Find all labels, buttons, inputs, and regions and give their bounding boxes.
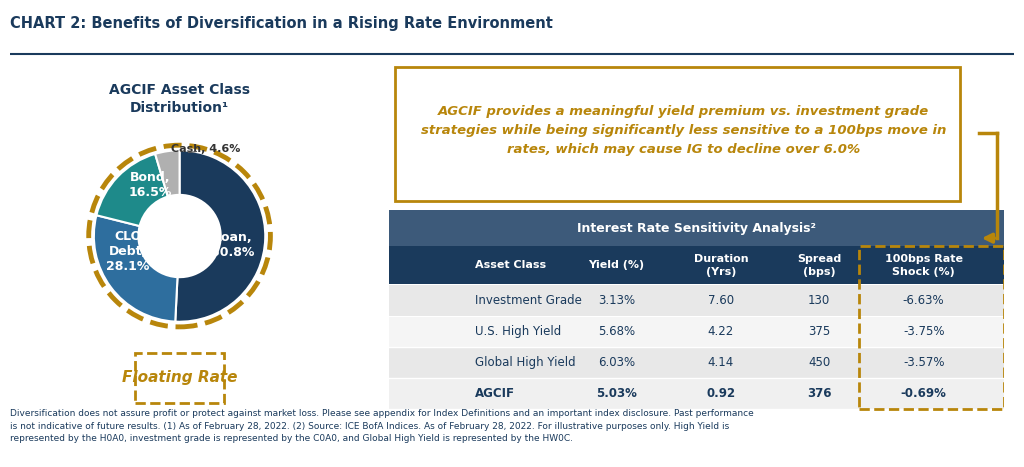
FancyBboxPatch shape [389, 317, 1004, 347]
Text: -3.75%: -3.75% [903, 325, 944, 338]
Text: -3.57%: -3.57% [903, 356, 944, 369]
Text: 375: 375 [808, 325, 830, 338]
Text: Yield (%): Yield (%) [589, 261, 644, 270]
FancyBboxPatch shape [389, 348, 1004, 378]
Text: 5.03%: 5.03% [596, 388, 637, 400]
FancyBboxPatch shape [389, 246, 1004, 284]
Text: Floating Rate: Floating Rate [122, 370, 238, 385]
FancyBboxPatch shape [389, 210, 1004, 246]
Text: 100bps Rate
Shock (%): 100bps Rate Shock (%) [885, 254, 963, 276]
Text: 5.68%: 5.68% [598, 325, 635, 338]
Text: AGCIF provides a meaningful yield premium vs. investment grade
strategies while : AGCIF provides a meaningful yield premiu… [421, 105, 946, 156]
Text: Bond,
16.5%: Bond, 16.5% [129, 170, 172, 198]
Text: Asset Class: Asset Class [475, 261, 546, 270]
Text: 4.14: 4.14 [708, 356, 734, 369]
Text: Interest Rate Sensitivity Analysis²: Interest Rate Sensitivity Analysis² [577, 222, 816, 235]
Text: Investment Grade: Investment Grade [475, 294, 582, 307]
Text: Cash, 4.6%: Cash, 4.6% [171, 144, 240, 155]
FancyBboxPatch shape [389, 379, 1004, 409]
FancyBboxPatch shape [395, 66, 961, 201]
Wedge shape [175, 150, 265, 322]
Text: 4.22: 4.22 [708, 325, 734, 338]
Text: Loan,
50.8%: Loan, 50.8% [211, 231, 254, 259]
Text: CLO
Debt,
28.1%: CLO Debt, 28.1% [106, 230, 150, 273]
Text: 7.60: 7.60 [708, 294, 734, 307]
Text: U.S. High Yield: U.S. High Yield [475, 325, 561, 338]
Text: Duration
(Yrs): Duration (Yrs) [693, 254, 749, 276]
Text: -0.69%: -0.69% [901, 388, 946, 400]
Text: 0.92: 0.92 [707, 388, 735, 400]
Text: -6.63%: -6.63% [903, 294, 944, 307]
Wedge shape [155, 150, 179, 197]
Text: Global High Yield: Global High Yield [475, 356, 575, 369]
Text: Spread
(bps): Spread (bps) [797, 254, 842, 276]
Text: 376: 376 [807, 388, 831, 400]
Text: 6.03%: 6.03% [598, 356, 635, 369]
Text: 450: 450 [808, 356, 830, 369]
Text: AGCIF: AGCIF [475, 388, 515, 400]
Text: 3.13%: 3.13% [598, 294, 635, 307]
Text: CHART 2: Benefits of Diversification in a Rising Rate Environment: CHART 2: Benefits of Diversification in … [10, 16, 553, 31]
Text: 130: 130 [808, 294, 830, 307]
FancyBboxPatch shape [389, 285, 1004, 316]
Text: Diversification does not assure profit or protect against market loss. Please se: Diversification does not assure profit o… [10, 409, 754, 443]
Text: AGCIF Asset Class
Distribution¹: AGCIF Asset Class Distribution¹ [110, 83, 250, 115]
Wedge shape [96, 154, 168, 226]
Wedge shape [94, 215, 177, 322]
